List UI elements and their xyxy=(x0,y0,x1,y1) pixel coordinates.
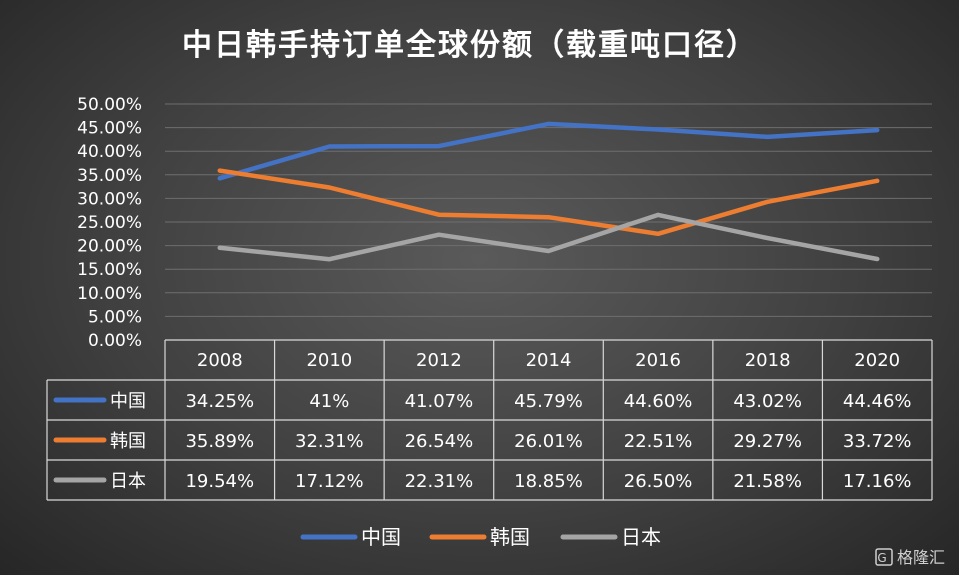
data-table: 2008 2010 2012 2014 2016 2018 2020 中国 34.25% 41% 4… xyxy=(46,339,933,501)
y-tick-label: 15.00% xyxy=(77,260,142,280)
watermark-logo-letter: G xyxy=(877,551,886,565)
data-point xyxy=(765,199,770,204)
y-tick-label: 25.00% xyxy=(77,213,142,233)
data-point xyxy=(546,249,551,254)
y-tick-label: 45.00% xyxy=(77,119,142,139)
y-tick-label: 30.00% xyxy=(77,189,142,209)
data-point xyxy=(327,144,332,149)
data-label: 29.27% xyxy=(733,431,802,452)
data-point xyxy=(327,257,332,262)
data-point xyxy=(656,127,661,132)
data-label: 41.07% xyxy=(405,391,474,412)
data-point xyxy=(546,215,551,220)
y-axis-ticks: 50.00% 45.00% 40.00% 35.00% 30.00% 25.00% 20.0… xyxy=(77,95,142,351)
data-label: 18.85% xyxy=(514,471,583,492)
y-tick-label: 20.00% xyxy=(77,237,142,257)
data-point xyxy=(217,168,222,173)
chart-title: 中日韩手持订单全球份额（载重吨口径） xyxy=(182,28,758,63)
data-point xyxy=(875,178,880,183)
data-point xyxy=(436,212,441,217)
y-tick-label: 5.00% xyxy=(88,307,142,327)
watermark-text: 格隆汇 xyxy=(897,548,945,567)
data-point xyxy=(546,121,551,126)
data-label: 44.46% xyxy=(843,391,912,412)
series-lines xyxy=(217,121,880,262)
data-label: 44.60% xyxy=(624,391,693,412)
data-label: 26.54% xyxy=(405,431,474,452)
data-label: 34.25% xyxy=(185,391,254,412)
legend-label: 中国 xyxy=(361,525,401,549)
data-label: 19.54% xyxy=(185,471,254,492)
x-tick-label: 2018 xyxy=(745,350,791,371)
table-series-name: 中国 xyxy=(110,391,146,412)
legend-label: 日本 xyxy=(621,525,661,549)
y-tick-label: 0.00% xyxy=(88,331,142,351)
data-point xyxy=(436,144,441,149)
data-label: 33.72% xyxy=(843,431,912,452)
x-tick-label: 2008 xyxy=(197,350,243,371)
y-tick-label: 35.00% xyxy=(77,166,142,186)
x-tick-label: 2014 xyxy=(526,350,572,371)
watermark-logo-icon xyxy=(875,548,893,566)
series-line xyxy=(217,168,880,237)
data-label: 17.16% xyxy=(843,471,912,492)
y-tick-label: 50.00% xyxy=(77,95,142,115)
data-label: 32.31% xyxy=(295,431,364,452)
data-label: 22.51% xyxy=(624,431,693,452)
legend-label: 韩国 xyxy=(490,525,530,549)
data-point xyxy=(875,257,880,262)
data-label: 21.58% xyxy=(733,471,802,492)
data-point xyxy=(656,231,661,236)
data-label: 45.79% xyxy=(514,391,583,412)
data-label: 35.89% xyxy=(185,431,254,452)
data-point xyxy=(765,134,770,139)
table-series-name: 韩国 xyxy=(110,431,146,452)
data-point xyxy=(327,185,332,190)
data-point xyxy=(875,128,880,133)
table-series-name: 日本 xyxy=(110,471,146,492)
x-tick-label: 2010 xyxy=(306,350,352,371)
data-label: 26.50% xyxy=(624,471,693,492)
data-label: 43.02% xyxy=(733,391,802,412)
data-label: 17.12% xyxy=(295,471,364,492)
watermark: G 格隆汇 xyxy=(875,548,945,567)
data-point xyxy=(436,232,441,237)
data-label: 26.01% xyxy=(514,431,583,452)
y-tick-label: 10.00% xyxy=(77,284,142,304)
data-point xyxy=(765,236,770,241)
data-point xyxy=(217,176,222,181)
x-tick-label: 2016 xyxy=(635,350,681,371)
data-point xyxy=(217,245,222,250)
x-tick-label: 2020 xyxy=(854,350,900,371)
data-point xyxy=(656,212,661,217)
legend: 中国 韩国 日本 xyxy=(300,525,661,549)
y-tick-label: 40.00% xyxy=(77,142,142,162)
x-tick-label: 2012 xyxy=(416,350,462,371)
data-label: 22.31% xyxy=(405,471,474,492)
grid xyxy=(165,103,932,341)
data-label: 41% xyxy=(309,391,349,412)
